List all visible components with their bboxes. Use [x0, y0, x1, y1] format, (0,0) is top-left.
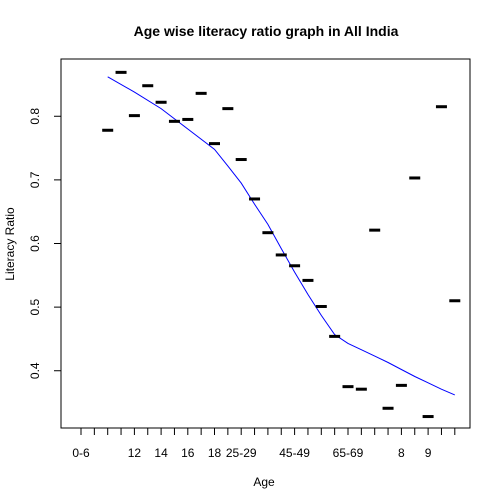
- x-tick-label: 65-69: [333, 446, 364, 460]
- y-axis: 0.4 0.5 0.6 0.7 0.8: [28, 108, 62, 379]
- x-tick-label: 18: [208, 446, 222, 460]
- y-axis-label: Literacy Ratio: [3, 207, 17, 281]
- x-tick-label: 8: [398, 446, 405, 460]
- x-tick-label: 0-6: [72, 446, 90, 460]
- y-tick-label: 0.4: [28, 362, 42, 379]
- plot-area-frame: [60, 58, 471, 429]
- y-tick-label: 0.7: [28, 171, 42, 188]
- x-axis-label: Age: [253, 475, 275, 489]
- y-tick-label: 0.8: [28, 108, 42, 125]
- x-axis: 0-6 12 14 16 18 25-29 45-49 65-69 8 9: [72, 427, 456, 460]
- chart-title: Age wise literacy ratio graph in All Ind…: [134, 23, 399, 39]
- y-tick-label: 0.6: [28, 235, 42, 252]
- y-tick-label: 0.5: [28, 298, 42, 315]
- x-tick-label: 9: [425, 446, 432, 460]
- x-tick-label: 16: [181, 446, 195, 460]
- x-tick-label: 45-49: [279, 446, 310, 460]
- trend-line: [107, 76, 455, 396]
- x-tick-label: 25-29: [226, 446, 257, 460]
- data-points: [102, 70, 461, 419]
- x-tick-label: 12: [128, 446, 142, 460]
- x-tick-label: 14: [154, 446, 168, 460]
